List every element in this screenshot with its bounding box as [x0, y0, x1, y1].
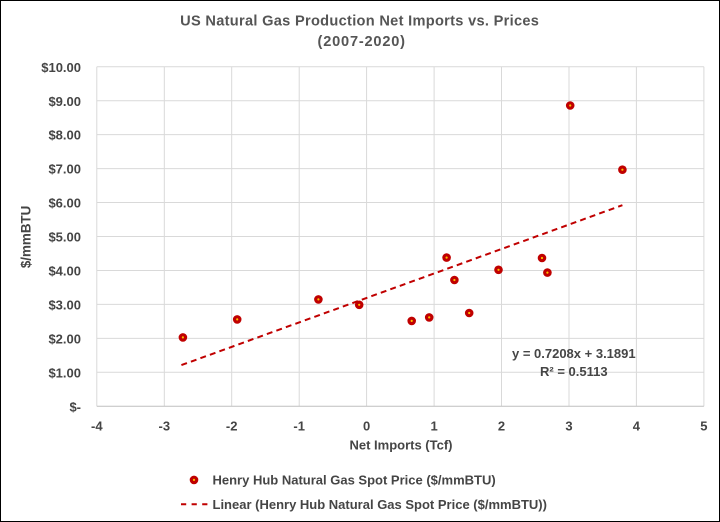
svg-text:$10.00: $10.00	[41, 60, 81, 75]
svg-text:1: 1	[430, 419, 437, 434]
svg-text:R² = 0.5113: R² = 0.5113	[540, 364, 608, 379]
svg-text:$1.00: $1.00	[48, 365, 81, 380]
svg-text:5: 5	[700, 419, 707, 434]
svg-text:Linear (Henry Hub Natural Gas: Linear (Henry Hub Natural Gas Spot Price…	[213, 497, 547, 512]
svg-text:$-: $-	[69, 399, 81, 414]
svg-text:(2007-2020): (2007-2020)	[318, 34, 406, 50]
svg-text:Net Imports (Tcf): Net Imports (Tcf)	[349, 437, 452, 452]
svg-text:0: 0	[363, 419, 370, 434]
svg-text:3: 3	[565, 419, 572, 434]
svg-text:-3: -3	[159, 419, 171, 434]
svg-text:$3.00: $3.00	[48, 298, 81, 313]
svg-text:$2.00: $2.00	[48, 332, 81, 347]
svg-text:-2: -2	[226, 419, 238, 434]
svg-text:US Natural Gas Production Net: US Natural Gas Production Net Imports vs…	[180, 13, 539, 29]
svg-text:$6.00: $6.00	[48, 196, 81, 211]
svg-text:-1: -1	[293, 419, 305, 434]
svg-text:$4.00: $4.00	[48, 264, 81, 279]
svg-text:$7.00: $7.00	[48, 162, 81, 177]
svg-text:4: 4	[633, 419, 641, 434]
svg-text:$9.00: $9.00	[48, 94, 81, 109]
svg-text:2: 2	[498, 419, 505, 434]
svg-text:Henry Hub Natural Gas Spot Pri: Henry Hub Natural Gas Spot Price ($/mmBT…	[213, 472, 496, 487]
svg-text:$5.00: $5.00	[48, 230, 81, 245]
svg-text:$8.00: $8.00	[48, 128, 81, 143]
svg-text:y = 0.7208x + 3.1891: y = 0.7208x + 3.1891	[512, 346, 636, 361]
svg-text:-4: -4	[91, 419, 103, 434]
svg-text:$/mmBTU: $/mmBTU	[18, 206, 33, 269]
